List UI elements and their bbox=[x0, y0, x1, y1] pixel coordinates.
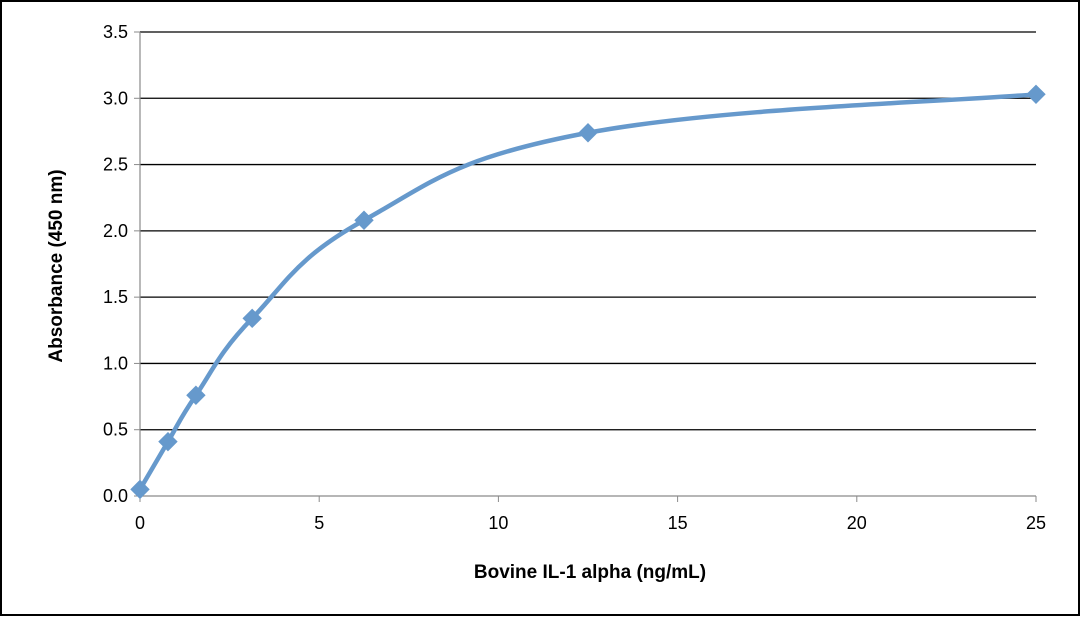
y-tick-label: 0.0 bbox=[103, 486, 128, 506]
data-point-marker bbox=[1026, 84, 1046, 105]
data-point-marker bbox=[130, 479, 150, 500]
x-tick-label: 0 bbox=[135, 513, 145, 533]
x-axis-title: Bovine IL-1 alpha (ng/mL) bbox=[474, 562, 706, 583]
y-tick-label: 2.0 bbox=[103, 221, 128, 241]
x-tick-label: 20 bbox=[847, 513, 867, 533]
x-tick-label: 25 bbox=[1026, 513, 1046, 533]
y-axis-title: Absorbance (450 nm) bbox=[46, 169, 67, 362]
y-tick-label: 1.5 bbox=[103, 287, 128, 307]
tick-labels: 0.0 0.5 1.0 1.5 2.0 2.5 3.0 3.5 0 5 10 15 20 25 bbox=[103, 22, 1046, 533]
y-tick-label: 2.5 bbox=[103, 155, 128, 175]
series-layer bbox=[130, 84, 1046, 500]
y-tick-label: 3.0 bbox=[103, 88, 128, 108]
x-tick-label: 10 bbox=[488, 513, 508, 533]
x-tick-label: 15 bbox=[668, 513, 688, 533]
x-tick-label: 5 bbox=[314, 513, 324, 533]
gridlines bbox=[140, 31, 1036, 431]
data-point-marker bbox=[354, 210, 374, 230]
y-tick-label: 3.5 bbox=[103, 22, 128, 42]
y-tick-label: 0.5 bbox=[103, 420, 128, 440]
axes bbox=[134, 31, 1037, 502]
data-point-marker bbox=[158, 431, 178, 452]
data-point-marker bbox=[242, 308, 262, 329]
y-tick-label: 1.0 bbox=[103, 353, 128, 373]
data-point-marker bbox=[186, 385, 206, 405]
data-point-marker bbox=[578, 123, 598, 143]
series-line bbox=[137, 92, 1039, 492]
